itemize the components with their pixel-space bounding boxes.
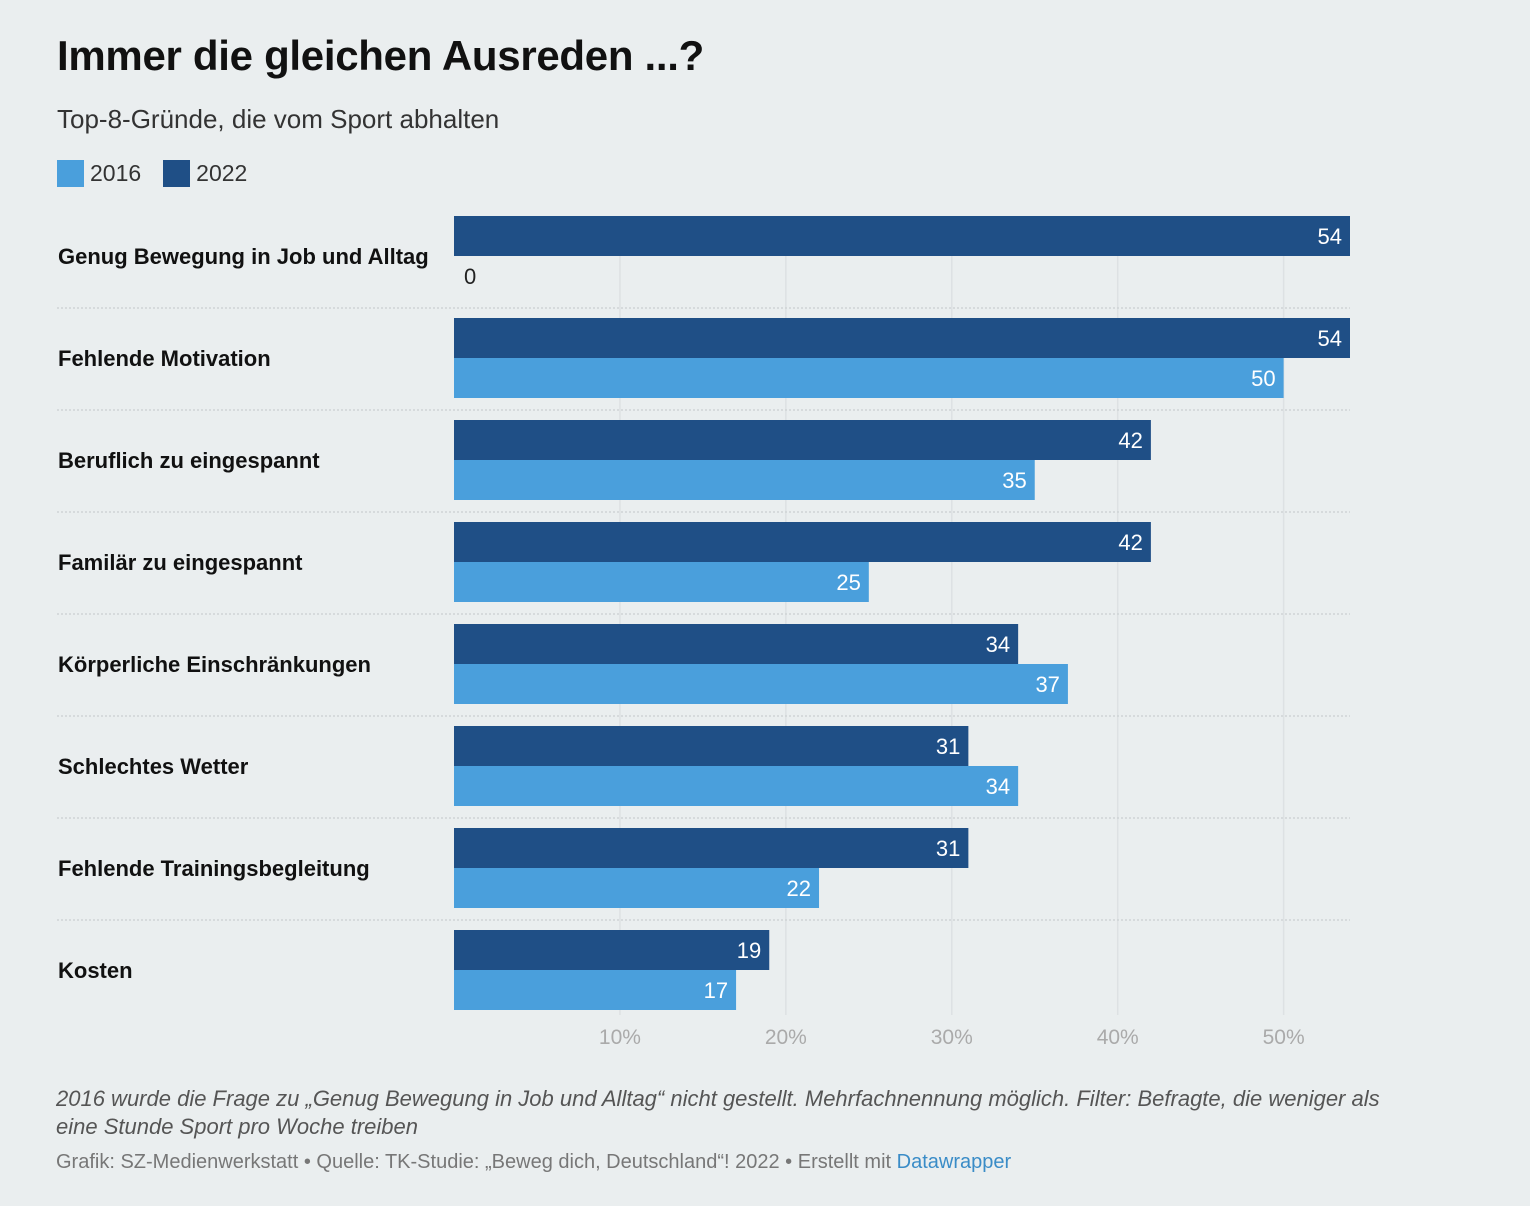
legend-swatch-2022 xyxy=(163,160,191,187)
bar-2022 xyxy=(454,624,1019,664)
category-label: Schlechtes Wetter xyxy=(58,754,249,779)
data-label-2022: 31 xyxy=(936,734,960,759)
data-label-2016: 0 xyxy=(464,264,476,289)
x-tick-label: 40% xyxy=(1097,1026,1139,1049)
data-label-2022: 54 xyxy=(1318,224,1342,249)
category-label: Fehlende Motivation xyxy=(58,346,271,371)
category-label: Familär zu eingespannt xyxy=(58,550,303,575)
data-label-2022: 19 xyxy=(737,938,761,963)
bar-2022 xyxy=(454,726,969,766)
credits-text: Grafik: SZ-Medienwerkstatt • Quelle: TK-… xyxy=(56,1151,897,1173)
x-tick-label: 10% xyxy=(599,1026,641,1049)
data-label-2016: 25 xyxy=(836,570,860,595)
bar-2016 xyxy=(454,358,1284,398)
data-label-2016: 22 xyxy=(787,876,811,901)
bar-2022 xyxy=(454,318,1350,358)
legend-item-2022: 2022 xyxy=(163,160,247,187)
chart-subtitle: Top-8-Gründe, die vom Sport abhalten xyxy=(57,104,500,134)
chart-notes: 2016 wurde die Frage zu „Genug Bewegung … xyxy=(56,1086,1380,1139)
legend: 2016 2022 xyxy=(57,160,269,187)
bar-2022 xyxy=(454,930,770,970)
legend-label-2016: 2016 xyxy=(90,160,142,186)
bar-2016 xyxy=(454,562,869,602)
data-label-2022: 34 xyxy=(986,632,1010,657)
datawrapper-link[interactable]: Datawrapper xyxy=(896,1151,1012,1173)
legend-swatch-2016 xyxy=(57,160,84,187)
chart-credits: Grafik: SZ-Medienwerkstatt • Quelle: TK-… xyxy=(56,1151,1011,1174)
data-label-2016: 50 xyxy=(1251,366,1275,391)
x-tick-label: 20% xyxy=(765,1026,807,1049)
chart-title: Immer die gleichen Ausreden ...? xyxy=(57,32,705,79)
x-tick-label: 30% xyxy=(931,1026,973,1049)
bar-chart: 10% 20% 30% 40% 50% Genug Bewegung in Job und… xyxy=(57,216,1350,1049)
bar-2016 xyxy=(454,766,1019,806)
category-label: Kosten xyxy=(58,958,133,983)
data-label-2016: 17 xyxy=(704,978,728,1003)
x-tick-label: 50% xyxy=(1263,1026,1305,1049)
bar-2022 xyxy=(454,420,1151,460)
category-label: Fehlende Trainingsbegleitung xyxy=(58,856,370,881)
category-label: Genug Bewegung in Job und Alltag xyxy=(58,244,429,269)
data-label-2016: 37 xyxy=(1035,672,1059,697)
bar-2016 xyxy=(454,970,737,1010)
category-label: Körperliche Einschränkungen xyxy=(58,652,371,677)
bar-2022 xyxy=(454,522,1151,562)
bar-2022 xyxy=(454,216,1350,256)
bar-2022 xyxy=(454,828,969,868)
bar-2016 xyxy=(454,868,820,908)
bar-2016 xyxy=(454,664,1068,704)
bar-2016 xyxy=(454,460,1035,500)
data-label-2016: 34 xyxy=(986,774,1010,799)
legend-label-2022: 2022 xyxy=(196,160,248,186)
data-label-2022: 42 xyxy=(1118,530,1142,555)
data-label-2022: 31 xyxy=(936,836,960,861)
data-label-2022: 42 xyxy=(1118,428,1142,453)
category-label: Beruflich zu eingespannt xyxy=(58,448,320,473)
legend-item-2016: 2016 xyxy=(57,160,141,187)
data-label-2022: 54 xyxy=(1318,326,1342,351)
data-label-2016: 35 xyxy=(1002,468,1026,493)
